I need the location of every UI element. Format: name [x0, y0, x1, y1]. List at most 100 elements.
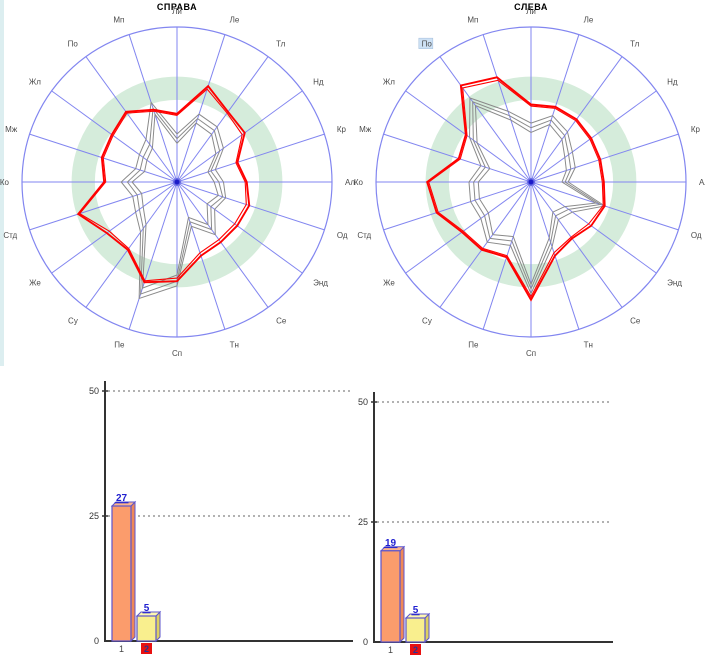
- radar-axis-label-Се[interactable]: Се: [276, 316, 287, 325]
- selected-meridian-highlight[interactable]: [418, 37, 434, 49]
- radar-spoke: [383, 181, 532, 231]
- category-label-1[interactable]: 1: [388, 645, 393, 655]
- radar-spoke: [383, 133, 532, 183]
- radar-axis-label-Пе[interactable]: Пе: [114, 341, 125, 350]
- radar-axis-label-Кр[interactable]: Кр: [691, 125, 701, 134]
- radar-axis-label-Ли[interactable]: Ли: [172, 7, 182, 16]
- radar-axis-label-Нд[interactable]: Нд: [667, 77, 678, 86]
- radar-axis-label-Стд[interactable]: Стд: [357, 231, 371, 240]
- radar-axis-label-Су[interactable]: Су: [68, 316, 78, 325]
- radar-axis-label-Ко[interactable]: Ко: [0, 178, 10, 187]
- radar-axis-label-Од[interactable]: Од: [691, 231, 702, 240]
- radar-charts-canvas: Ли Ле Тл Нд Кр Ал Од Энд Се Тн Сп Пе Су Же Стд Ко Мж Жл По…: [0, 7, 705, 358]
- radar-axis-label-Пе[interactable]: Пе: [468, 341, 479, 350]
- radar-axis-label-Сп[interactable]: Сп: [172, 349, 182, 358]
- ytick-label-0: 0: [363, 637, 368, 647]
- selected-category-highlight[interactable]: [410, 644, 421, 655]
- radar-axis-label-Мп[interactable]: Мп: [467, 15, 478, 24]
- radar-axis-label-Тн[interactable]: Тн: [230, 341, 239, 350]
- selected-category-highlight[interactable]: [141, 643, 152, 654]
- ytick-label-25: 25: [358, 517, 368, 527]
- radar-series-previous-gray-3: [131, 112, 219, 289]
- bar-orange[interactable]: [111, 505, 132, 642]
- radar-spoke: [405, 181, 532, 274]
- bar-orange-side-face: [399, 545, 405, 644]
- radar-spoke: [530, 181, 623, 308]
- radar-axis-label-Же[interactable]: Же: [29, 279, 41, 288]
- radar-spoke: [176, 181, 303, 274]
- bar-value-label: 27: [116, 493, 128, 504]
- radar-spoke: [176, 34, 226, 183]
- radar-axis-label-Од[interactable]: Од: [337, 231, 348, 240]
- radar-spoke: [482, 34, 532, 183]
- bar-orange-side-face: [130, 500, 136, 643]
- radar-series-previous-gray-2: [472, 101, 602, 291]
- radar-axis-label-Ко[interactable]: Ко: [354, 178, 364, 187]
- category-label-2[interactable]: 2: [144, 644, 149, 654]
- radar-axis-label-Се[interactable]: Се: [630, 316, 641, 325]
- radar-axis-label-Же[interactable]: Же: [383, 279, 395, 288]
- radar-axis-label-Су[interactable]: Су: [422, 316, 432, 325]
- radar-axis-label-Ли[interactable]: Ли: [526, 7, 536, 16]
- bar-yellow-side-face: [155, 610, 161, 643]
- radar-axis-label-Жл[interactable]: Жл: [29, 77, 41, 86]
- radar-title-left-side: СЛЕВА: [514, 2, 548, 12]
- radar-spoke: [176, 90, 303, 183]
- radar-spoke: [85, 181, 178, 308]
- radar-center-dot: [528, 179, 534, 185]
- radar-series-current-red-2: [428, 79, 604, 298]
- radar-axis-label-Мж[interactable]: Мж: [5, 125, 18, 134]
- left-edge-strip: [0, 0, 4, 366]
- radar-axis-label-Тл[interactable]: Тл: [276, 40, 286, 49]
- bar-value-label: 5: [413, 605, 419, 616]
- radar-axis-label-Энд[interactable]: Энд: [667, 279, 682, 288]
- radar-spoke: [439, 181, 532, 308]
- radar-spoke: [176, 133, 325, 183]
- bar-yellow[interactable]: [405, 617, 426, 643]
- radar-axis-label-По[interactable]: По: [422, 40, 433, 49]
- bar-value-label: 5: [144, 603, 150, 614]
- ytick-label-50: 50: [89, 386, 99, 396]
- radar-axis-label-Ал[interactable]: Ал: [345, 178, 355, 187]
- bar-orange[interactable]: [380, 550, 401, 643]
- radar-spoke: [51, 90, 178, 183]
- radar-spoke: [51, 181, 178, 274]
- radar-series-previous-gray-1: [120, 101, 227, 300]
- radar-spoke: [530, 90, 657, 183]
- radar-axis-label-Сп[interactable]: Сп: [526, 349, 536, 358]
- bar-yellow[interactable]: [136, 615, 157, 642]
- radar-axis-label-Тн[interactable]: Тн: [584, 341, 593, 350]
- radar-axis-label-Ле[interactable]: Ле: [230, 15, 240, 24]
- radar-axis-label-Мж[interactable]: Мж: [359, 125, 372, 134]
- ytick-label-50: 50: [358, 397, 368, 407]
- radar-series-current-red: [426, 76, 606, 302]
- radar-spoke: [405, 90, 532, 183]
- radar-axis-label-Нд[interactable]: Нд: [313, 77, 324, 86]
- radar-outer-circle: [375, 26, 687, 338]
- radar-axis-label-Ле[interactable]: Ле: [584, 15, 594, 24]
- radar-title-right-side: СПРАВА: [156, 2, 198, 12]
- radar-axis-label-По[interactable]: По: [68, 40, 79, 49]
- radar-axis-label-Мп[interactable]: Мп: [113, 15, 124, 24]
- bar-value-label: 19: [385, 538, 397, 549]
- radar-series-current-red: [76, 84, 251, 284]
- radar-spoke: [128, 181, 178, 330]
- radar-axis-label-Тл[interactable]: Тл: [630, 40, 640, 49]
- radar-spoke: [439, 56, 532, 183]
- radar-center-dot: [174, 179, 180, 185]
- radar-axis-label-Энд[interactable]: Энд: [313, 279, 328, 288]
- radar-spoke: [85, 56, 178, 183]
- radar-axis-label-Кр[interactable]: Кр: [337, 125, 347, 134]
- radar-axis-label-Жл[interactable]: Жл: [383, 77, 395, 86]
- radar-spoke: [176, 56, 269, 183]
- radar-axis-label-Стд[interactable]: Стд: [3, 231, 17, 240]
- radar-spoke: [176, 181, 325, 231]
- bar-yellow-side-face: [424, 612, 430, 644]
- radar-axis-label-Ал[interactable]: Ал: [699, 178, 705, 187]
- category-label-2[interactable]: 2: [413, 645, 418, 655]
- category-label-1[interactable]: 1: [119, 644, 124, 654]
- radar-spoke: [530, 181, 657, 274]
- ytick-label-0: 0: [94, 636, 99, 646]
- radar-spoke: [29, 181, 178, 231]
